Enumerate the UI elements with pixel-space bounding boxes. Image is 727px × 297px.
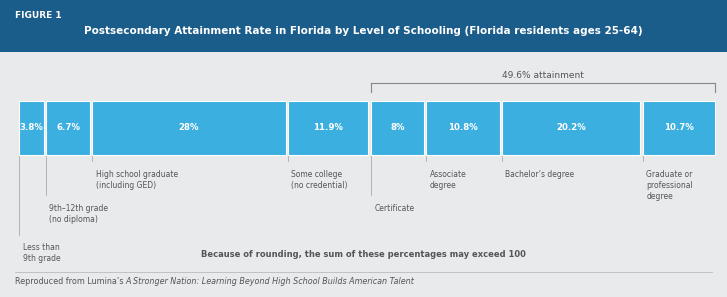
Text: Associate
degree: Associate degree (430, 170, 467, 190)
Text: Graduate or
professional
degree: Graduate or professional degree (646, 170, 693, 201)
Text: Reproduced from Lumina’s: Reproduced from Lumina’s (15, 277, 126, 286)
Text: 28%: 28% (179, 124, 199, 132)
Bar (288, 101, 369, 155)
Bar (427, 101, 499, 155)
Text: 3.8%: 3.8% (20, 124, 44, 132)
Text: Some college
(no credential): Some college (no credential) (292, 170, 348, 190)
Text: 6.7%: 6.7% (56, 124, 80, 132)
Text: 8%: 8% (390, 124, 405, 132)
Text: 10.8%: 10.8% (448, 124, 478, 132)
Text: 10.7%: 10.7% (664, 124, 694, 132)
Text: 9th–12th grade
(no diploma): 9th–12th grade (no diploma) (49, 204, 108, 224)
Bar (20, 101, 44, 155)
Text: FIGURE 1: FIGURE 1 (15, 12, 61, 20)
Text: Bachelor’s degree: Bachelor’s degree (505, 170, 574, 178)
Text: Postsecondary Attainment Rate in Florida by Level of Schooling (Florida resident: Postsecondary Attainment Rate in Florida… (84, 26, 643, 36)
Bar (643, 101, 715, 155)
Bar (92, 101, 286, 155)
Text: High school graduate
(including GED): High school graduate (including GED) (96, 170, 178, 190)
Text: Because of rounding, the sum of these percentages may exceed 100: Because of rounding, the sum of these pe… (201, 249, 526, 259)
Text: A Stronger Nation: Learning Beyond High School Builds American Talent: A Stronger Nation: Learning Beyond High … (126, 277, 414, 286)
Text: Less than
9th grade: Less than 9th grade (23, 243, 60, 263)
Bar (371, 101, 425, 155)
Bar (46, 101, 90, 155)
Bar (502, 101, 640, 155)
Text: 11.9%: 11.9% (313, 124, 343, 132)
Text: 49.6% attainment: 49.6% attainment (502, 71, 584, 80)
Text: Certificate: Certificate (374, 204, 414, 213)
Text: 20.2%: 20.2% (556, 124, 586, 132)
